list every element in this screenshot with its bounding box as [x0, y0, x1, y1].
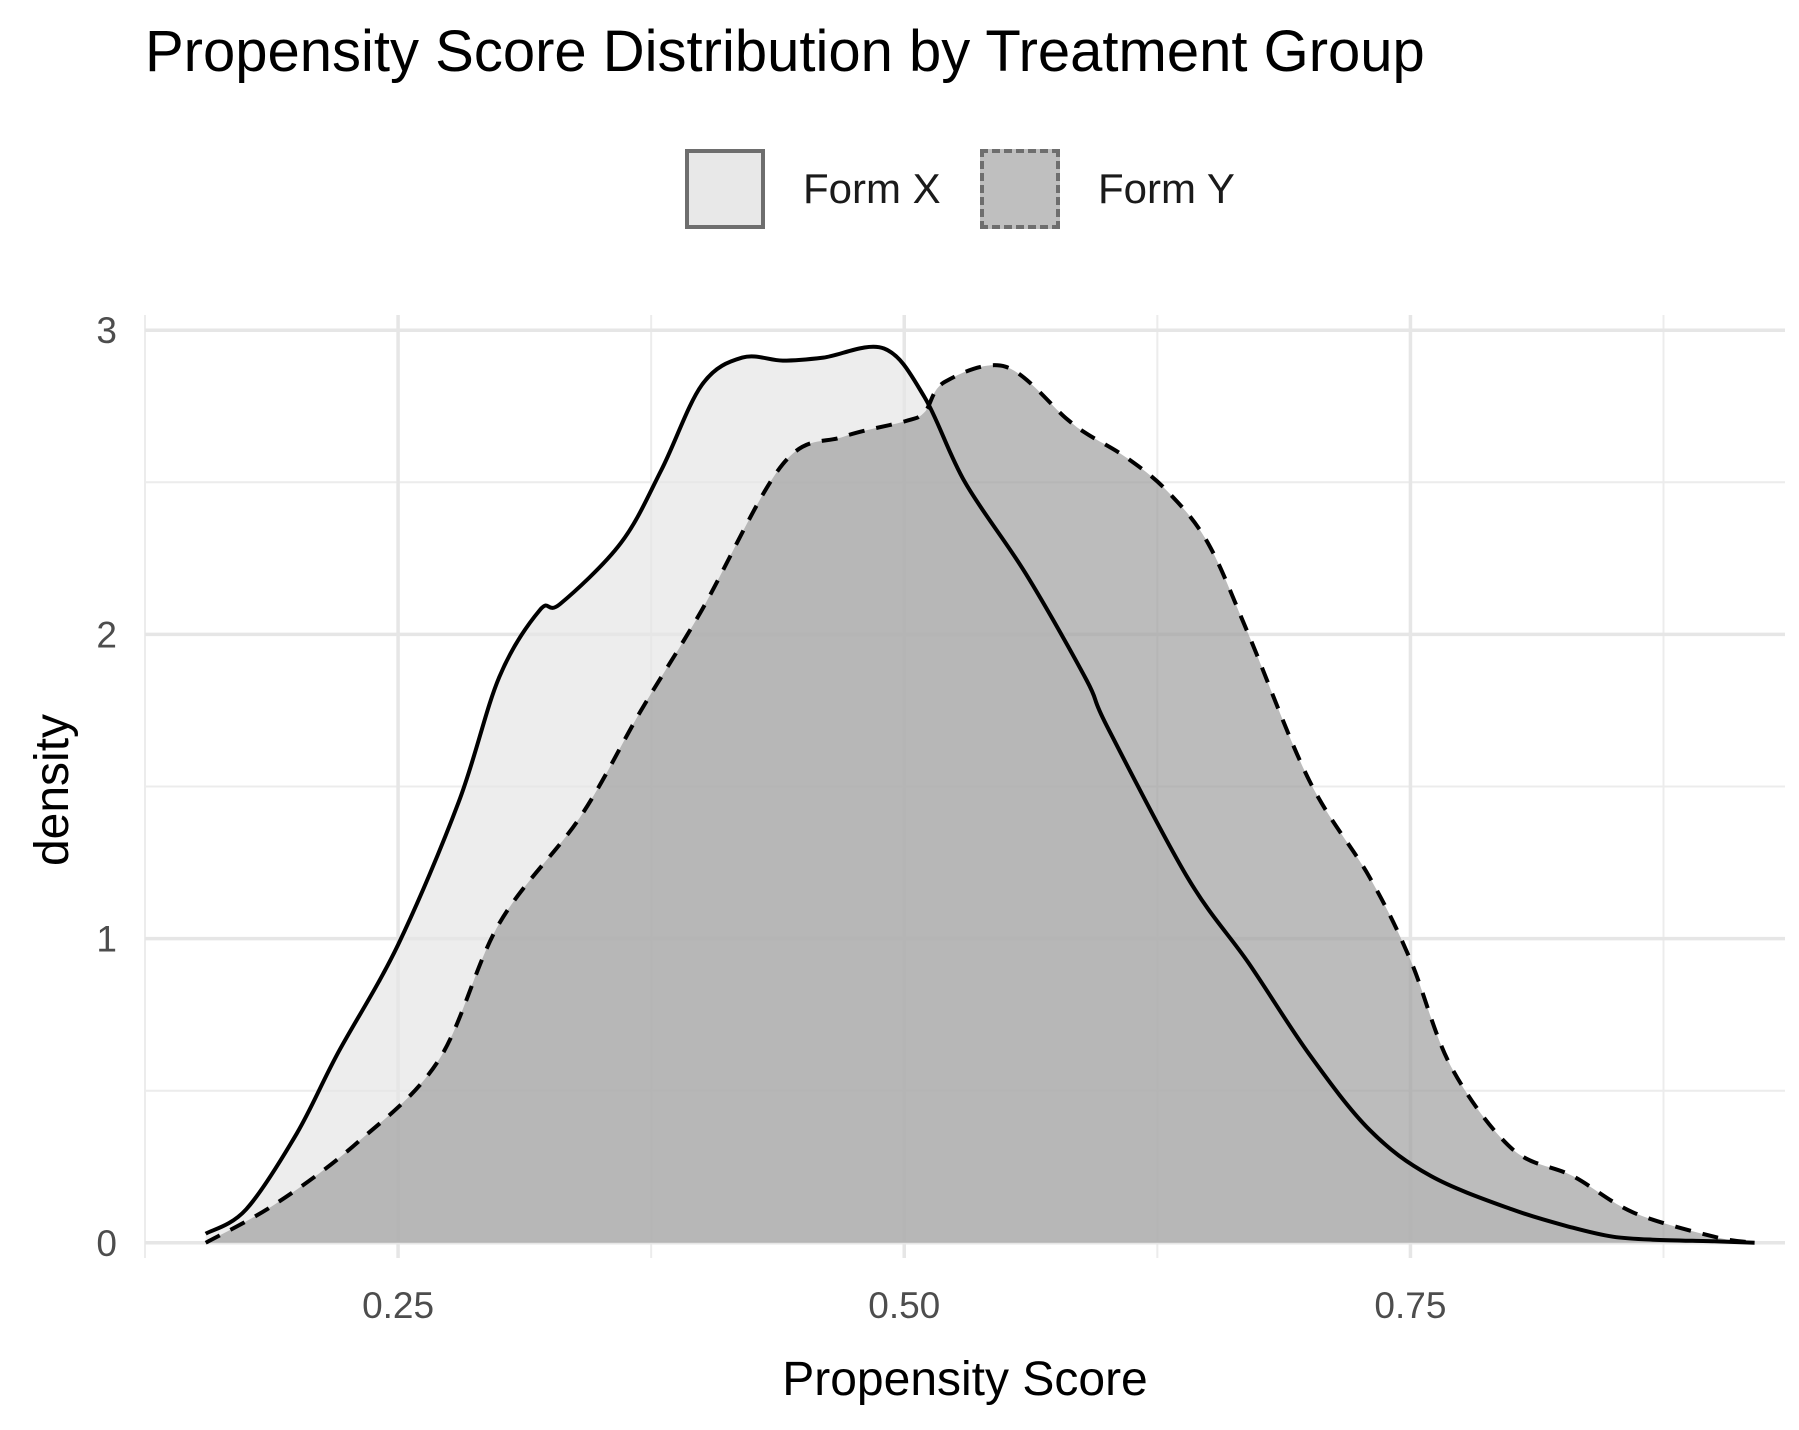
- y-tick-label: 3: [96, 310, 117, 351]
- density-area-form-y: [205, 365, 1755, 1243]
- x-axis-ticks: 0.25 0.50 0.75: [362, 1285, 1446, 1326]
- y-tick-label: 0: [96, 1223, 117, 1264]
- density-line-form-y: [204, 363, 1755, 1245]
- legend-label-form-y: Form Y: [1098, 165, 1235, 212]
- y-axis-title: density: [26, 714, 79, 866]
- density-lines: [204, 344, 1755, 1245]
- legend-swatch-form-x: [685, 149, 765, 229]
- y-tick-label: 1: [96, 919, 117, 960]
- chart-title: Propensity Score Distribution by Treatme…: [145, 19, 1425, 84]
- x-tick-label: 0.25: [362, 1285, 434, 1326]
- x-axis-title: Propensity Score: [782, 1353, 1148, 1406]
- density-areas: [205, 346, 1755, 1243]
- legend-label-form-x: Form X: [803, 165, 941, 212]
- density-line-form-x: [204, 344, 1755, 1245]
- y-tick-label: 2: [96, 614, 117, 655]
- legend-swatch-form-y: [980, 149, 1060, 229]
- x-tick-label: 0.50: [868, 1285, 940, 1326]
- x-tick-label: 0.75: [1374, 1285, 1446, 1326]
- y-axis-ticks: 0 1 2 3: [96, 310, 117, 1264]
